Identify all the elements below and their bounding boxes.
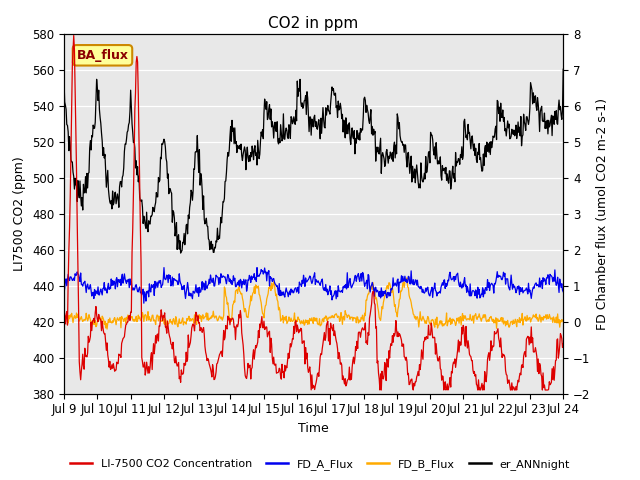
Title: CO2 in ppm: CO2 in ppm: [268, 16, 359, 31]
Y-axis label: FD Chamber flux (umol CO2 m-2 s-1): FD Chamber flux (umol CO2 m-2 s-1): [596, 97, 609, 330]
Legend: LI-7500 CO2 Concentration, FD_A_Flux, FD_B_Flux, er_ANNnight: LI-7500 CO2 Concentration, FD_A_Flux, FD…: [65, 455, 575, 474]
X-axis label: Time: Time: [298, 422, 329, 435]
Text: BA_flux: BA_flux: [77, 49, 129, 62]
Y-axis label: LI7500 CO2 (ppm): LI7500 CO2 (ppm): [13, 156, 26, 271]
